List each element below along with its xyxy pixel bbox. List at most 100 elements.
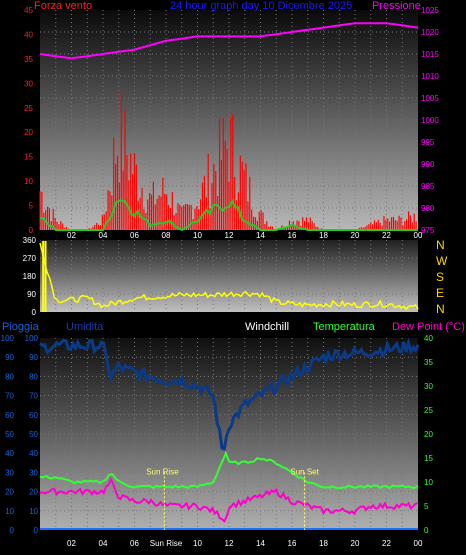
pressure-tick-label: 1005 [421, 94, 439, 103]
x-tick-label-bottom: 10 [193, 539, 202, 548]
windchill-legend: Windchill [245, 321, 290, 333]
rain-tick-label: 50 [5, 430, 14, 439]
pressure-axis-title: Pressione [372, 0, 421, 12]
temperature-legend: Temperatura [313, 321, 375, 333]
x-tick-label-bottom: 06 [130, 539, 139, 548]
humidity-axis-title: Umidita [66, 321, 104, 333]
x-tick-label-bottom: 04 [99, 539, 108, 548]
pressure-tick-label: 990 [421, 160, 435, 169]
humidity-tick-label: 80 [29, 372, 38, 381]
wind-axis-title: Forza vento [34, 0, 93, 12]
pressure-tick-label: 1020 [421, 28, 439, 37]
x-tick-label-bottom: 14 [256, 539, 265, 548]
humidity-tick-label: 60 [29, 411, 38, 420]
pressure-line [39, 22, 419, 60]
pressure-tick-label: 995 [421, 138, 435, 147]
dewpoint-line [39, 477, 419, 523]
x-tick-label-top: 12 [225, 231, 234, 240]
temperature-line [39, 450, 419, 490]
rain-tick-label: 60 [5, 411, 14, 420]
pressure-tick-label: 980 [421, 204, 435, 213]
gust-line [39, 199, 418, 232]
cardinal-s: S [436, 270, 445, 284]
x-tick-label-top: 18 [319, 231, 328, 240]
x-tick-label-bottom: 00 [414, 539, 423, 548]
x-tick-label-bottom: 12 [225, 539, 234, 548]
wind-tick-label: 45 [24, 6, 33, 15]
direction-tick-label: 0 [32, 308, 37, 317]
x-tick-label-top: 20 [351, 231, 360, 240]
x-tick-label-top: 02 [67, 231, 76, 240]
wind-tick-label: 15 [24, 153, 33, 162]
humidity-tick-label: 0 [34, 526, 39, 535]
rain-tick-label: 80 [5, 372, 14, 381]
rain-tick-label: 10 [5, 507, 14, 516]
x-tick-label-top: 04 [99, 231, 108, 240]
rain-tick-label: 0 [10, 526, 15, 535]
wind-tick-label: 20 [24, 128, 33, 137]
humidity-tick-label: 70 [29, 392, 38, 401]
dewpoint-legend: Dew Point (°C) [392, 321, 465, 333]
direction-tick-label: 90 [27, 290, 36, 299]
direction-tick-label: 180 [23, 272, 37, 281]
humidity-tick-label: 50 [29, 430, 38, 439]
pressure-tick-label: 1025 [421, 6, 439, 15]
sunrise-label: Sun Rise [146, 467, 179, 476]
direction-tick-label: 360 [23, 236, 37, 245]
temperature-tick-label: 30 [424, 382, 433, 391]
x-tick-label-top: 08 [162, 231, 171, 240]
pressure-tick-label: 975 [421, 226, 435, 235]
temperature-tick-label: 40 [424, 334, 433, 343]
x-tick-label-bottom: 20 [351, 539, 360, 548]
humidity-tick-label: 100 [25, 334, 39, 343]
pressure-tick-label: 1010 [421, 72, 439, 81]
x-tick-label-bottom: Sun Rise [150, 539, 183, 548]
pressure-tick-label: 985 [421, 182, 435, 191]
temperature-tick-label: 25 [424, 406, 433, 415]
cardinal-w: W [436, 254, 448, 268]
humidity-tick-label: 40 [29, 449, 38, 458]
x-tick-label-top: 10 [193, 231, 202, 240]
cardinal-n-bottom: N [436, 302, 445, 316]
humidity-line [38, 337, 420, 451]
rain-axis-title: Pioggia [2, 321, 39, 333]
x-tick-label-top: 22 [382, 231, 391, 240]
humidity-tick-label: 20 [29, 488, 38, 497]
rain-tick-label: 40 [5, 449, 14, 458]
x-tick-label-top: 14 [256, 231, 265, 240]
direction-tick-label: 270 [23, 254, 37, 263]
cardinal-n-top: N [436, 238, 445, 252]
rain-tick-label: 100 [1, 334, 15, 343]
x-tick-label-bottom: 22 [382, 539, 391, 548]
x-tick-label-bottom: 18 [319, 539, 328, 548]
wind-tick-label: 30 [24, 79, 33, 88]
wind-tick-label: 0 [29, 226, 34, 235]
temperature-tick-label: 5 [424, 502, 429, 511]
wind-tick-label: 40 [24, 30, 33, 39]
temperature-tick-label: 0 [424, 526, 429, 535]
rain-tick-label: 30 [5, 468, 14, 477]
top-chart-title: 24 hour graph day 10 Dicembre 2025 [170, 0, 353, 12]
wind-tick-label: 35 [24, 55, 33, 64]
pressure-tick-label: 1000 [421, 116, 439, 125]
x-tick-label-bottom: 16 [288, 539, 297, 548]
pressure-tick-label: 1015 [421, 50, 439, 59]
rain-tick-label: 20 [5, 488, 14, 497]
rain-tick-label: 70 [5, 392, 14, 401]
cardinal-e: E [436, 286, 445, 300]
temperature-tick-label: 10 [424, 478, 433, 487]
rain-tick-label: 90 [5, 353, 14, 362]
wind-tick-label: 5 [29, 202, 34, 211]
x-tick-label-top: 16 [288, 231, 297, 240]
wind-tick-label: 10 [24, 177, 33, 186]
humidity-tick-label: 90 [29, 353, 38, 362]
x-tick-label-top: 06 [130, 231, 139, 240]
temperature-tick-label: 20 [424, 430, 433, 439]
sunset-label: Sun Set [290, 467, 319, 476]
x-tick-label-top: 00 [414, 231, 423, 240]
temperature-tick-label: 35 [424, 358, 433, 367]
temperature-tick-label: 15 [424, 454, 433, 463]
humidity-tick-label: 30 [29, 468, 38, 477]
direction-line [39, 242, 419, 311]
